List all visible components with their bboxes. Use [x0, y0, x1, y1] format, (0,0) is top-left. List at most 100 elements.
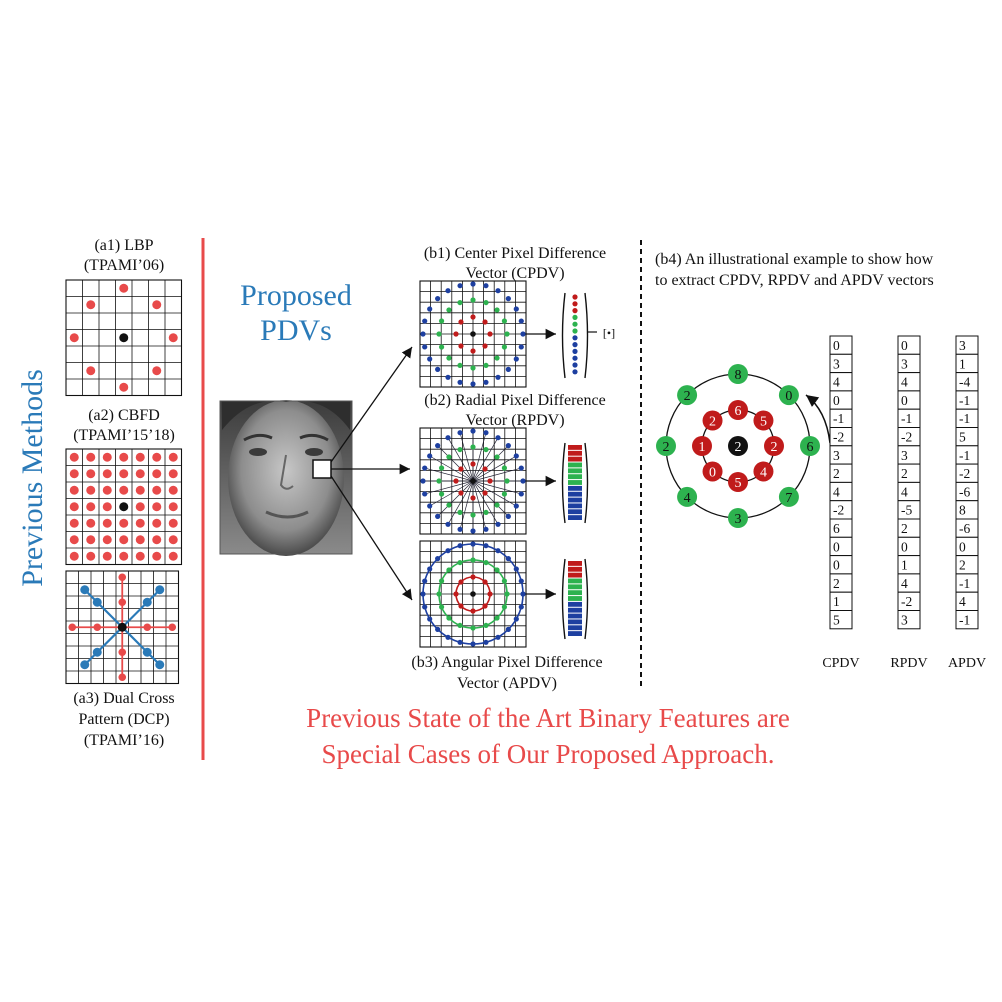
patch-marker: [312, 459, 332, 479]
vector-cell-value: 3: [833, 448, 840, 463]
dcp-blue-dot: [155, 585, 165, 595]
ring-dot: [438, 578, 445, 584]
ring-dot: [422, 344, 428, 350]
radial-line: [447, 437, 474, 482]
ring-dot: [446, 615, 452, 621]
cbfd-grid: [65, 448, 183, 566]
bracket-left: [561, 292, 566, 379]
ring-dot: [504, 591, 510, 597]
vector-dot: [572, 355, 578, 361]
ring-dot: [445, 435, 451, 441]
neighbor-dot: [119, 551, 129, 561]
vector-cell-value: 0: [833, 539, 840, 554]
neighbor-dot: [102, 452, 112, 462]
vector-bar: [568, 596, 582, 601]
neighbor-dot: [135, 551, 145, 561]
vector-cell-value: 1: [833, 594, 840, 609]
ring-dot: [457, 639, 463, 645]
center-dot: [117, 622, 127, 632]
vector-bar: [568, 561, 582, 566]
ring-dot: [495, 435, 501, 441]
inner-node-value: 5: [760, 415, 767, 430]
dcp-red-dot: [118, 673, 127, 682]
rpdv-vector: [561, 442, 589, 524]
ring-dot: [505, 366, 511, 372]
ring-dot: [483, 446, 489, 453]
vector-bar: [568, 450, 582, 456]
neighbor-dot: [69, 452, 79, 462]
vector-cell-value: 2: [833, 576, 840, 591]
cpdv-vector: [561, 292, 589, 379]
ring-dot: [518, 578, 524, 584]
ring-dot: [520, 591, 526, 597]
neighbor-dot: [119, 518, 129, 528]
vector-bar: [568, 503, 582, 509]
vector-bar: [568, 607, 582, 613]
neighbor-dot: [119, 535, 129, 545]
dcp-red-dot: [118, 598, 127, 607]
ring-dot: [457, 446, 463, 453]
vector-dot: [572, 294, 578, 300]
vector-bar: [568, 619, 582, 625]
vector-cell-value: 3: [833, 356, 840, 371]
dcp-blue-dot: [92, 597, 102, 607]
vector-cell-value: -1: [959, 393, 970, 408]
proposed-title-line2: PDVs: [260, 314, 332, 347]
ring-dot: [446, 454, 452, 460]
a1-label-line2: (TPAMI’06): [84, 257, 164, 274]
ring-dot: [445, 374, 451, 380]
radial-line: [437, 445, 474, 482]
ring-dot: [483, 430, 489, 436]
b3-label-line2: Vector (APDV): [457, 675, 557, 692]
ring-dot: [457, 622, 463, 629]
ring-dot: [438, 604, 445, 610]
outer-node-value: 6: [807, 440, 814, 455]
ring-dot: [513, 356, 519, 362]
radial-line: [429, 480, 474, 507]
vector-cell-value: 5: [959, 430, 966, 445]
vector-cell-value: 1: [901, 558, 908, 573]
ring-dot: [501, 318, 508, 324]
neighbor-dot: [102, 502, 112, 512]
ring-dot: [457, 299, 463, 306]
outer-node-value: 3: [735, 512, 742, 527]
proposed-title-line1: Proposed: [240, 279, 352, 312]
outer-node: [677, 486, 698, 507]
ring-dot: [501, 491, 508, 497]
outer-node: [800, 436, 820, 456]
ring-dot: [482, 466, 488, 472]
ring-dot: [487, 478, 493, 484]
neighbor-dot: [168, 518, 178, 528]
vector-dot: [572, 301, 578, 307]
ring-dot: [470, 314, 476, 320]
vector-cell-value: 0: [959, 539, 966, 554]
ring-dot: [420, 478, 426, 484]
vector-bar: [568, 515, 582, 520]
ring-dot: [505, 296, 511, 302]
ring-dot: [513, 503, 519, 509]
outer-node-value: 7: [785, 491, 792, 506]
ring-dot: [438, 491, 445, 497]
radial-line: [472, 480, 509, 517]
ring-dot: [483, 622, 489, 629]
outer-node: [728, 508, 748, 528]
ring-dot: [483, 559, 489, 566]
ring-dot: [470, 428, 476, 434]
ring-dot: [453, 478, 459, 484]
outer-node-value: 2: [663, 440, 670, 455]
column-label: RPDV: [890, 656, 927, 671]
vector-cell-value: -1: [959, 576, 970, 591]
center-dot: [470, 591, 476, 597]
ring-dot: [453, 591, 459, 597]
ring-dot: [436, 478, 442, 484]
neighbor-dot: [152, 366, 162, 376]
radial-line: [472, 480, 517, 507]
ring-dot: [458, 466, 464, 472]
ring-dot: [427, 503, 433, 509]
neighbor-dot: [86, 469, 96, 479]
ring-dot: [520, 331, 526, 337]
neighbor-dot: [152, 469, 162, 479]
vector-bar: [568, 480, 582, 485]
